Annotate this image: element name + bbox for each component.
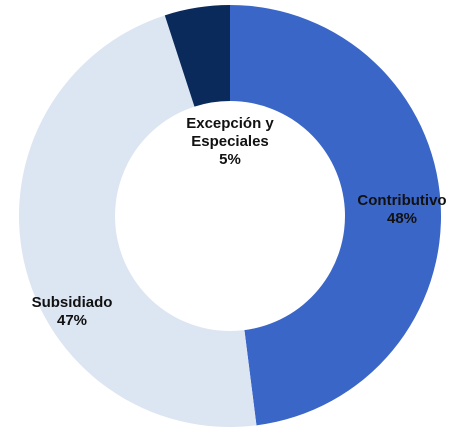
slice-label: Subsidiado 47% [17, 294, 127, 330]
value-label: 48% [386, 210, 418, 227]
value-label: 5% [219, 151, 241, 168]
slice-label: Excepción y Especiales 5% [160, 115, 300, 169]
category-label: Subsidiado [31, 294, 113, 311]
category-label: Contributivo [357, 192, 447, 209]
category-label: Excepción y Especiales [186, 115, 274, 150]
slice-label: Contributivo 48% [347, 192, 457, 228]
slice [230, 5, 442, 426]
value-label: 47% [56, 312, 88, 329]
slice [18, 15, 257, 428]
slice [164, 5, 230, 107]
